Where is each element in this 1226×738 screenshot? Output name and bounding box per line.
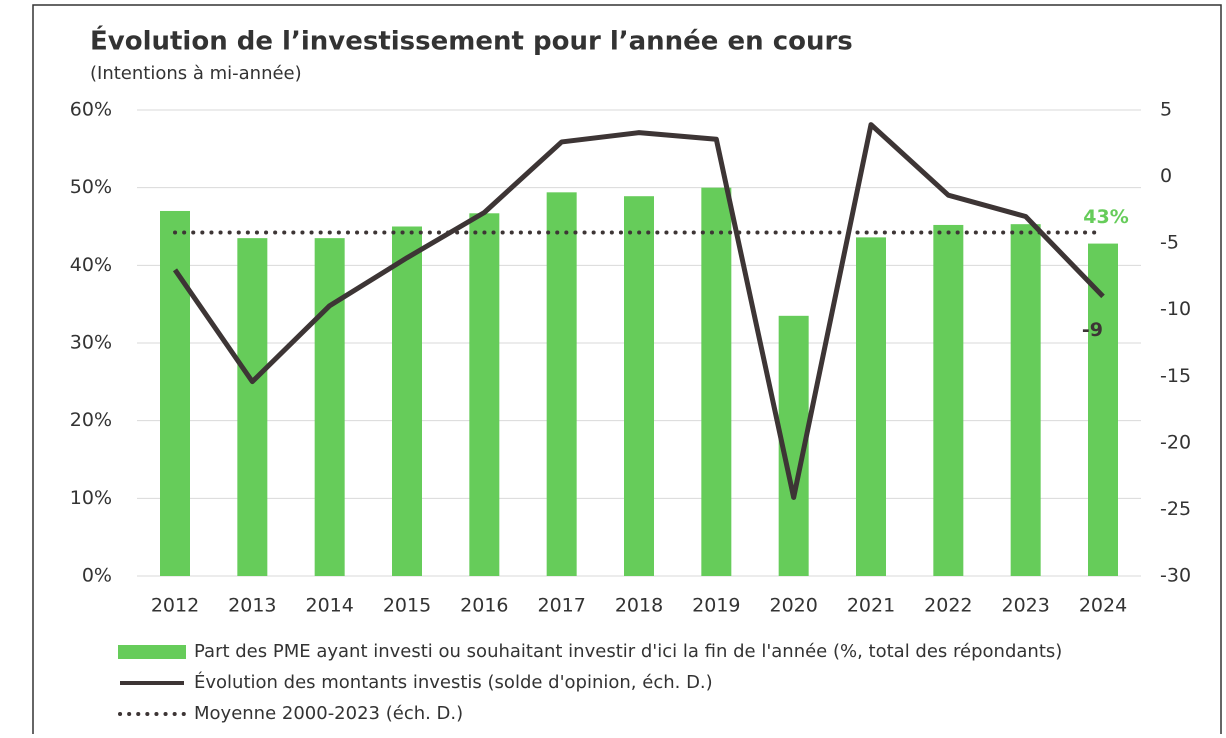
y2-tick-label: -5 — [1160, 232, 1179, 254]
y-tick-label: 30% — [70, 332, 112, 354]
y2-tick-label: -20 — [1160, 431, 1191, 453]
y-tick-label: 50% — [70, 176, 112, 198]
x-tick-label: 2021 — [847, 595, 895, 617]
bar — [392, 226, 422, 576]
line — [172, 122, 1105, 500]
bar — [1088, 243, 1118, 576]
y2-tick-label: -10 — [1160, 298, 1191, 320]
x-tick-label: 2013 — [228, 595, 276, 617]
legend-swatch — [118, 645, 186, 659]
y-tick-label: 40% — [70, 254, 112, 276]
y-tick-label: 0% — [82, 565, 112, 587]
y2-tick-label: -25 — [1160, 498, 1191, 520]
legend-label: Part des PME ayant investi ou souhaitant… — [194, 641, 1062, 662]
bar — [237, 238, 268, 576]
y-tick-label: 10% — [70, 487, 112, 509]
bar — [933, 224, 964, 577]
bar — [624, 196, 654, 576]
y2-tick-label: -15 — [1160, 365, 1191, 387]
x-tick-label: 2012 — [151, 595, 199, 617]
bar — [469, 213, 500, 576]
legend-label: Évolution des montants investis (solde d… — [194, 671, 713, 693]
frame — [32, 4, 1222, 738]
bar — [314, 238, 345, 576]
bar — [546, 192, 577, 576]
legend-label: Moyenne 2000-2023 (éch. D.) — [194, 703, 463, 724]
x-tick-label: 2014 — [305, 595, 353, 617]
bar — [701, 187, 732, 576]
y2-tick-label: 0 — [1160, 165, 1172, 187]
bar — [160, 210, 190, 576]
y2-tick-label: 5 — [1160, 99, 1172, 121]
bar — [856, 237, 886, 576]
chart-title: Évolution de l’investissement pour l’ann… — [90, 25, 853, 57]
chart-subtitle: (Intentions à mi-année) — [90, 63, 302, 84]
bar — [1010, 224, 1041, 577]
x-tick-label: 2022 — [924, 595, 972, 617]
bar-value-label: 43% — [1083, 206, 1128, 228]
y-tick-label: 60% — [70, 99, 112, 121]
x-tick-label: 2023 — [1001, 595, 1049, 617]
x-tick-label: 2016 — [460, 595, 508, 617]
line-value-label: -9 — [1082, 319, 1103, 341]
y2-tick-label: -30 — [1160, 565, 1191, 587]
x-tick-label: 2015 — [383, 595, 431, 617]
y-tick-label: 20% — [70, 409, 112, 431]
x-tick-label: 2019 — [692, 595, 740, 617]
x-tick-label: 2017 — [537, 595, 585, 617]
x-tick-label: 2018 — [615, 595, 663, 617]
x-tick-label: 2024 — [1079, 595, 1127, 617]
x-tick-label: 2020 — [769, 595, 817, 617]
